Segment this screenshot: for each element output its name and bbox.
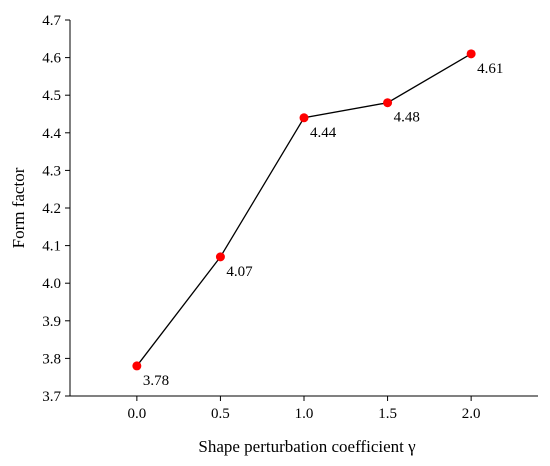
- data-point: [132, 361, 142, 371]
- y-tick-label: 4.7: [42, 13, 61, 29]
- y-tick-label: 4.2: [42, 201, 61, 217]
- data-label: 4.44: [310, 125, 337, 141]
- x-tick-label: 0.0: [127, 406, 146, 422]
- series-line: [136, 53, 472, 367]
- data-point: [466, 49, 476, 59]
- axes: [69, 20, 538, 397]
- ticks: 3.7 3.8 3.9 4.0 4.1 4.2 4.3 4.4 4.5 4.6 4.7 0.0 0.5 1…: [42, 13, 480, 422]
- y-tick-label: 4.4: [42, 126, 61, 142]
- y-axis-title: Form factor: [9, 167, 28, 248]
- data-point: [215, 252, 225, 262]
- x-tick-label: 2.0: [462, 406, 481, 422]
- y-tick-label: 3.9: [42, 314, 61, 330]
- data-label: 4.61: [477, 61, 503, 77]
- x-tick-label: 1.5: [378, 406, 397, 422]
- y-tick-label: 4.6: [42, 51, 61, 67]
- data-label: 4.07: [226, 264, 253, 280]
- y-tick-label: 4.0: [42, 276, 61, 292]
- data-point: [383, 98, 393, 108]
- x-axis-title: Shape perturbation coefficient γ: [198, 437, 416, 456]
- y-tick-label: 3.8: [42, 351, 61, 367]
- series-group: 3.78 4.07 4.44 4.48 4.61: [132, 49, 503, 389]
- x-tick-label: 0.5: [211, 406, 230, 422]
- data-label: 3.78: [143, 373, 169, 389]
- y-tick-label: 3.7: [42, 389, 61, 405]
- y-tick-label: 4.3: [42, 163, 61, 179]
- data-point: [299, 113, 309, 123]
- data-label: 4.48: [394, 110, 420, 126]
- y-tick-label: 4.1: [42, 239, 61, 255]
- x-tick-label: 1.0: [295, 406, 314, 422]
- y-tick-label: 4.5: [42, 88, 61, 104]
